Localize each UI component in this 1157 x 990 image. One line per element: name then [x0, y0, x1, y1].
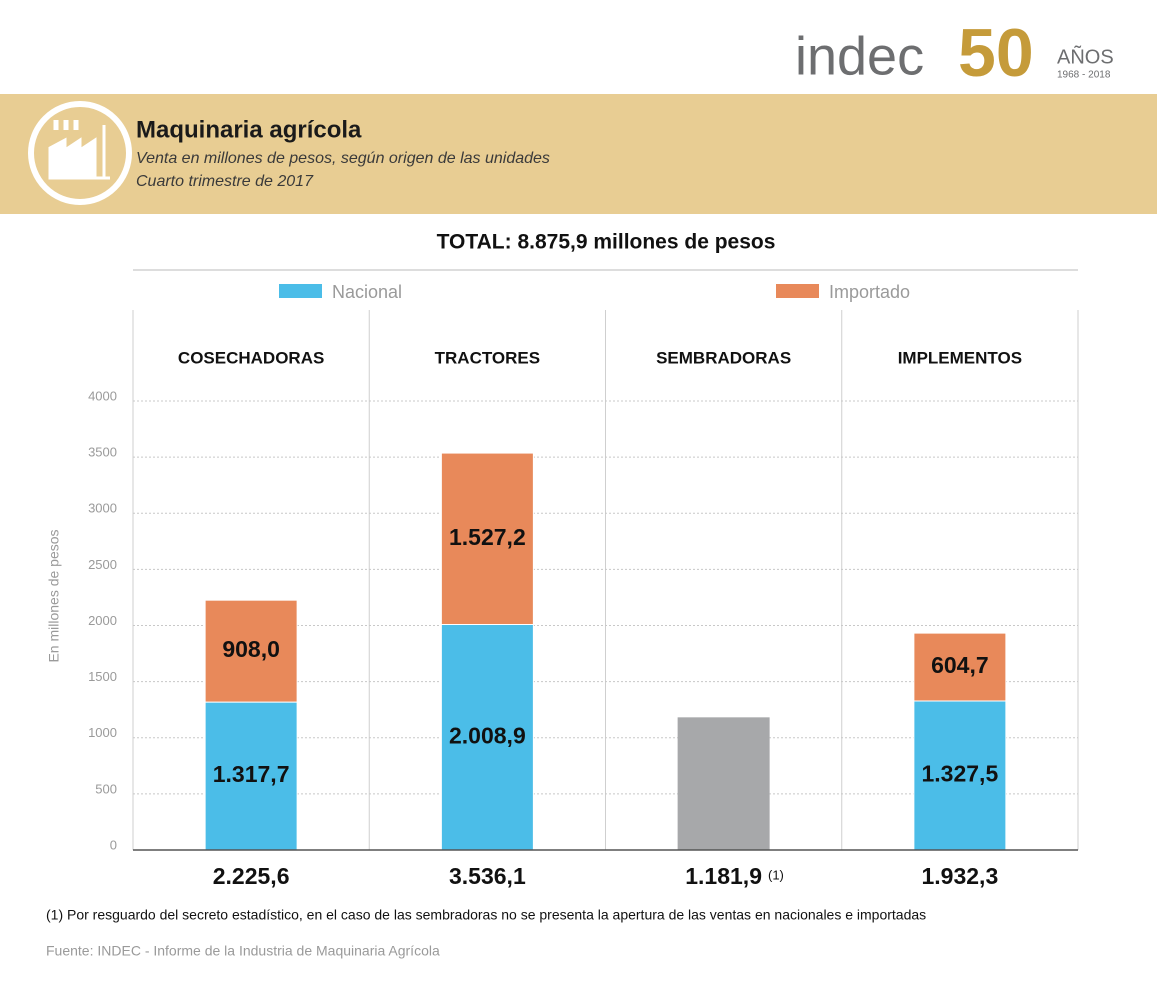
legend-label: Importado — [829, 282, 910, 302]
chart-subtitle: Cuarto trimestre de 2017 — [136, 173, 314, 190]
y-tick-label: 0 — [110, 837, 117, 852]
value-label: 1.527,2 — [449, 524, 526, 550]
category-label: SEMBRADORAS — [656, 348, 791, 367]
legend-swatch — [776, 284, 819, 298]
y-tick-label: 3500 — [88, 445, 117, 460]
header-band — [0, 94, 1157, 214]
total-label: 3.536,1 — [449, 863, 526, 889]
bar-segment — [204, 599, 298, 703]
legend-swatch — [279, 284, 322, 298]
value-label: 1.327,5 — [922, 761, 999, 787]
y-tick-label: 500 — [95, 781, 117, 796]
bar-segment — [440, 624, 534, 851]
logo-range: 1968 - 2018 — [1057, 70, 1111, 81]
total-label: 1.932,3 — [922, 863, 999, 889]
logo-fifty: 50 — [958, 15, 1034, 91]
y-tick-label: 2000 — [88, 613, 117, 628]
total-title: TOTAL: 8.875,9 millones de pesos — [437, 231, 776, 254]
logo-years: AÑOS — [1057, 44, 1114, 68]
factory-icon — [28, 101, 132, 205]
total-label: 1.181,9 — [685, 863, 762, 889]
y-axis-label: En millones de pesos — [46, 529, 62, 662]
bar-segment — [204, 701, 298, 851]
footnote: (1) Por resguardo del secreto estadístic… — [46, 907, 926, 923]
value-label: 1.317,7 — [213, 761, 290, 787]
y-tick-label: 1500 — [88, 669, 117, 684]
total-label: 2.225,6 — [213, 863, 290, 889]
y-tick-label: 1000 — [88, 725, 117, 740]
category-label: TRACTORES — [435, 348, 540, 367]
category-label: IMPLEMENTOS — [898, 348, 1022, 367]
bar-total — [677, 717, 770, 850]
source: Fuente: INDEC - Informe de la Industria … — [46, 943, 440, 959]
value-label: 604,7 — [931, 652, 989, 678]
bar-segment — [913, 632, 1007, 702]
y-tick-label: 4000 — [88, 388, 117, 403]
y-tick-label: 3000 — [88, 501, 117, 516]
logo-brand: indec — [795, 26, 924, 86]
legend-label: Nacional — [332, 282, 402, 302]
bar-segment — [440, 452, 534, 626]
y-tick-label: 2500 — [88, 557, 117, 572]
total-note: (1) — [768, 867, 784, 882]
chart-title: Maquinaria agrícola — [136, 116, 362, 143]
chart-subtitle: Venta en millones de pesos, según origen… — [136, 150, 550, 167]
value-label: 2.008,9 — [449, 722, 526, 748]
value-label: 908,0 — [222, 636, 280, 662]
category-label: COSECHADORAS — [178, 348, 324, 367]
